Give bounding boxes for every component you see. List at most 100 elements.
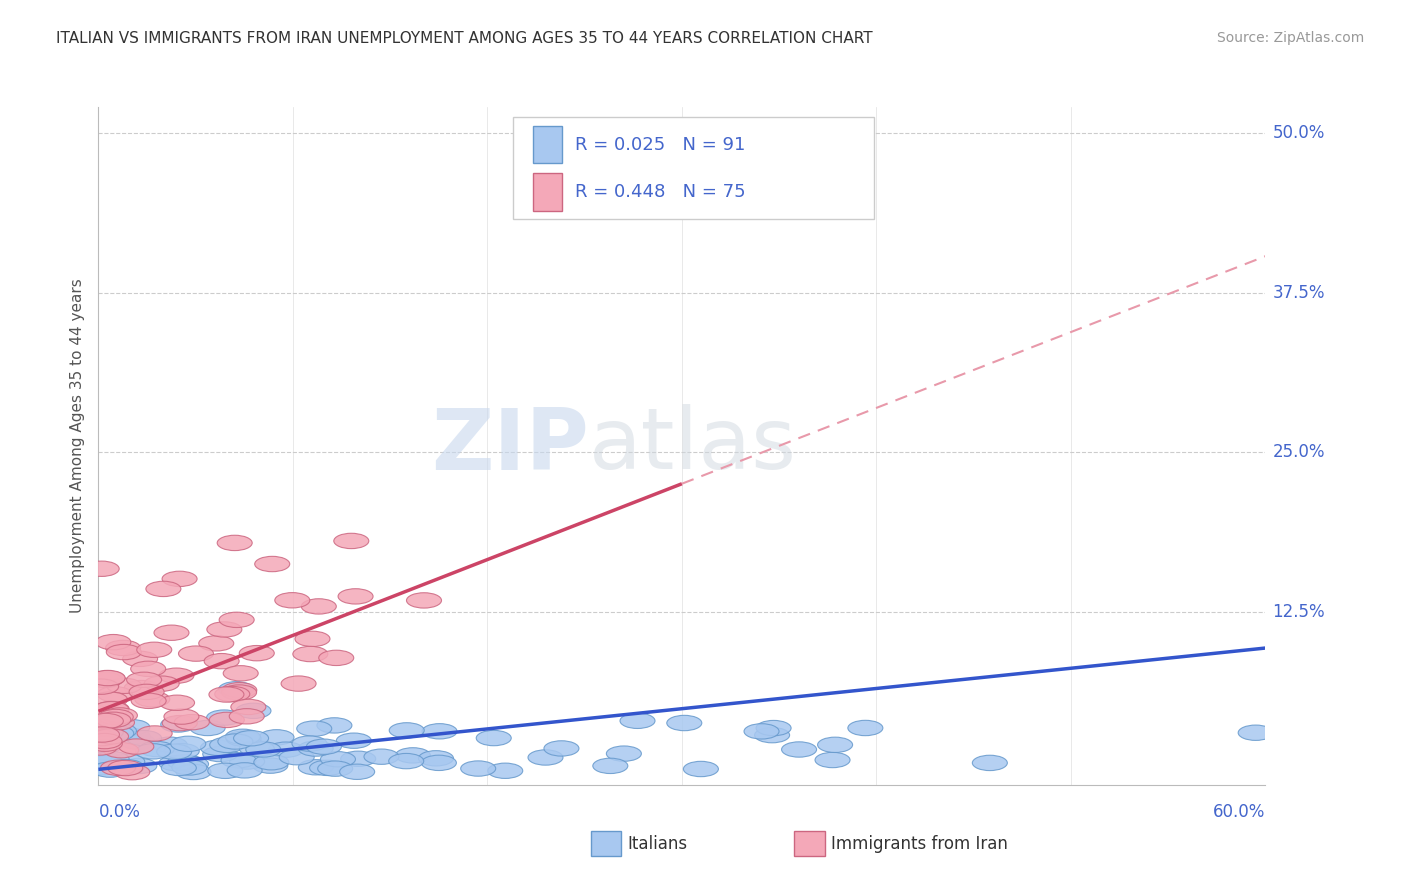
Ellipse shape [84,561,120,576]
Ellipse shape [87,673,122,688]
Text: Immigrants from Iran: Immigrants from Iran [831,835,1008,853]
Text: ITALIAN VS IMMIGRANTS FROM IRAN UNEMPLOYMENT AMONG AGES 35 TO 44 YEARS CORRELATI: ITALIAN VS IMMIGRANTS FROM IRAN UNEMPLOY… [56,31,873,46]
Ellipse shape [176,764,211,780]
Ellipse shape [817,737,852,753]
Ellipse shape [173,756,208,772]
Ellipse shape [87,736,122,751]
Ellipse shape [165,709,198,724]
Ellipse shape [544,740,579,756]
Ellipse shape [222,685,256,700]
Ellipse shape [756,721,792,736]
Ellipse shape [170,736,205,751]
Ellipse shape [782,742,817,757]
Ellipse shape [209,687,243,702]
Ellipse shape [848,721,883,736]
Ellipse shape [217,535,252,550]
Ellipse shape [131,693,166,708]
Text: 37.5%: 37.5% [1272,284,1324,301]
Ellipse shape [744,723,779,739]
Ellipse shape [683,761,718,777]
Text: ZIP: ZIP [430,404,589,488]
Ellipse shape [419,751,454,766]
Ellipse shape [120,739,153,755]
Ellipse shape [340,751,375,766]
Ellipse shape [204,654,239,669]
Ellipse shape [120,734,155,749]
Ellipse shape [755,728,790,743]
Text: Italians: Italians [627,835,688,853]
Ellipse shape [215,686,250,702]
Ellipse shape [209,712,245,728]
FancyBboxPatch shape [513,117,875,219]
Ellipse shape [135,744,170,759]
Ellipse shape [208,764,243,779]
Ellipse shape [89,717,124,733]
Ellipse shape [162,760,197,776]
Ellipse shape [156,744,191,759]
Ellipse shape [159,695,194,710]
Text: atlas: atlas [589,404,797,488]
Ellipse shape [160,717,195,732]
Ellipse shape [226,731,262,747]
Ellipse shape [90,671,125,686]
Bar [533,173,562,211]
Text: 12.5%: 12.5% [1272,603,1324,622]
Ellipse shape [131,661,166,676]
Ellipse shape [292,647,328,662]
Ellipse shape [115,729,150,744]
Ellipse shape [82,752,117,768]
Ellipse shape [218,734,253,749]
Ellipse shape [146,582,181,597]
Ellipse shape [82,739,117,756]
Ellipse shape [127,731,162,746]
Ellipse shape [207,710,242,725]
Ellipse shape [89,724,124,739]
Ellipse shape [298,760,333,775]
Ellipse shape [129,684,165,699]
Ellipse shape [167,755,202,770]
Ellipse shape [94,701,129,717]
Ellipse shape [84,679,120,694]
Ellipse shape [90,671,125,686]
Ellipse shape [198,636,233,651]
Ellipse shape [620,713,655,729]
Ellipse shape [298,741,333,756]
Ellipse shape [96,634,131,649]
Ellipse shape [461,761,496,776]
Ellipse shape [233,731,269,746]
Ellipse shape [422,723,457,739]
Ellipse shape [136,642,172,657]
Ellipse shape [229,754,264,769]
Ellipse shape [84,760,120,775]
Ellipse shape [333,533,368,549]
Ellipse shape [107,678,142,693]
Ellipse shape [319,650,354,665]
Ellipse shape [406,592,441,608]
Ellipse shape [145,676,179,691]
Ellipse shape [162,571,197,587]
Ellipse shape [110,754,145,770]
Ellipse shape [301,599,336,614]
Ellipse shape [94,701,129,716]
Ellipse shape [89,756,124,771]
Ellipse shape [202,747,238,762]
Text: R = 0.448   N = 75: R = 0.448 N = 75 [575,183,745,201]
Ellipse shape [87,733,122,748]
Ellipse shape [103,707,138,723]
Ellipse shape [218,681,253,697]
Ellipse shape [340,764,374,780]
Ellipse shape [259,730,294,745]
Ellipse shape [477,731,512,746]
Ellipse shape [229,708,264,724]
Ellipse shape [152,737,187,752]
Ellipse shape [87,738,122,753]
Ellipse shape [155,625,188,640]
Ellipse shape [228,763,262,778]
Ellipse shape [336,733,371,748]
Ellipse shape [100,714,135,731]
Ellipse shape [83,731,118,746]
Ellipse shape [209,737,245,753]
Ellipse shape [107,644,142,660]
Ellipse shape [94,751,129,767]
Ellipse shape [253,758,288,773]
